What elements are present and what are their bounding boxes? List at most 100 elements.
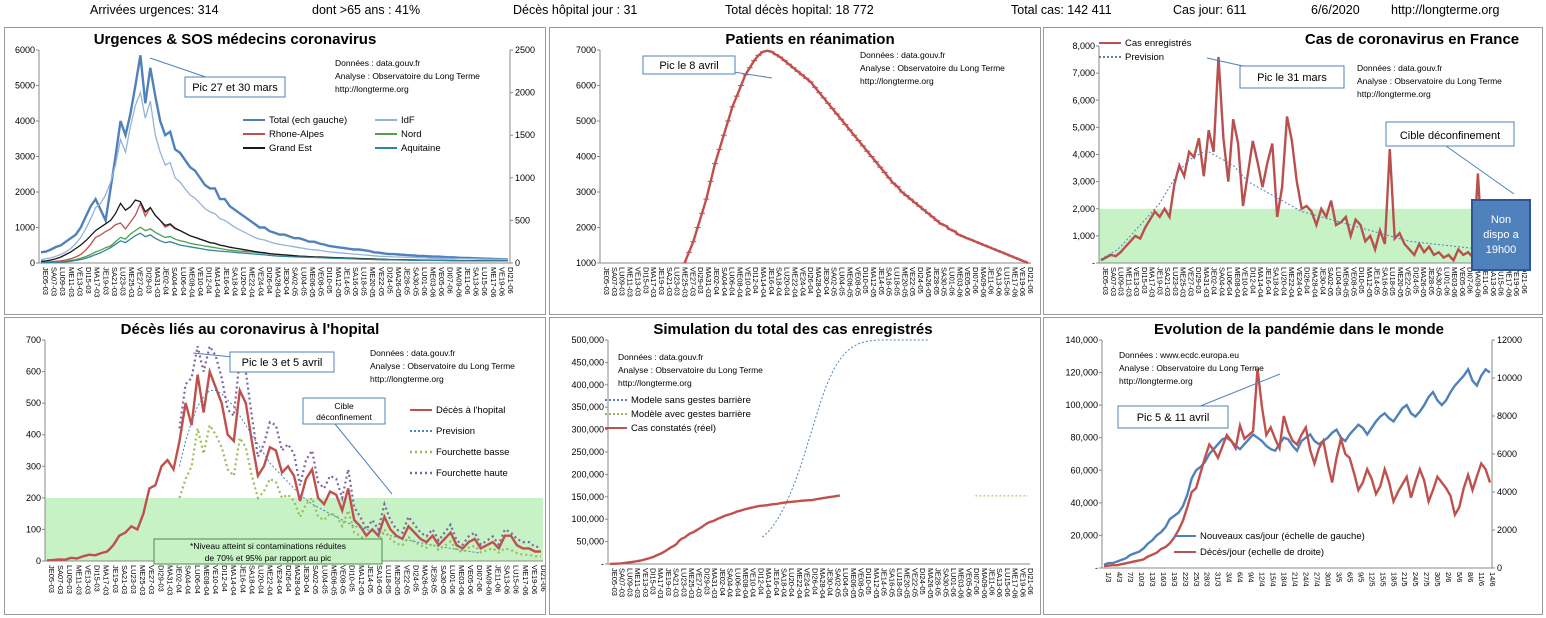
x-tick-label: SA13-06 xyxy=(1489,267,1498,296)
x-tick-label: VE05-06 xyxy=(466,565,475,594)
x-tick-label: MA09-06 xyxy=(979,267,988,297)
x-tick-label: SA16-05 xyxy=(885,267,894,296)
x-tick-label: 27/4 xyxy=(1312,572,1321,587)
x-tick-label: SA30-05 xyxy=(1435,267,1444,296)
legend-label: Total (ech gauche) xyxy=(269,115,347,126)
x-tick-label: VE24-04 xyxy=(798,267,807,296)
x-tick-label: JE16-04 xyxy=(767,267,776,295)
x-tick-label: JE14-05 xyxy=(880,568,889,596)
x-tick-label: DI07-06 xyxy=(1466,267,1475,294)
x-tick-label: ME20-05 xyxy=(903,568,912,598)
x-tick-label: VE10-04 xyxy=(211,565,220,594)
y2-tick-label: 12000 xyxy=(1497,335,1522,345)
series-line xyxy=(178,343,541,548)
callout-label: Pic le 8 avril xyxy=(659,60,718,72)
legend-label: Rhone-Alpes xyxy=(269,129,324,140)
x-tick-label: LU15-06 xyxy=(512,565,521,594)
x-tick-label: ME03-06 xyxy=(957,568,966,598)
x-tick-label: DI26-04 xyxy=(1303,267,1312,294)
legend-label: Cas enregistrés xyxy=(1125,38,1192,49)
target-label: déconfinement xyxy=(316,412,372,422)
y-tick-label: 5000 xyxy=(576,116,596,126)
x-tick-label: JE30-04 xyxy=(822,267,831,295)
x-tick-label: ME11-03 xyxy=(633,568,642,598)
x-tick-label: VE13-03 xyxy=(1132,267,1141,296)
x-tick-label: ME17-06 xyxy=(1011,568,1020,598)
x-tick-label: MA31-03 xyxy=(165,565,174,595)
x-tick-label: ME22-04 xyxy=(266,565,275,595)
x-tick-label: LU06-04 xyxy=(733,568,742,597)
x-tick-label: LU20-04 xyxy=(787,568,796,597)
x-tick-label: JE16-04 xyxy=(238,565,247,593)
callout-label: Pic le 3 et 5 avril xyxy=(242,357,323,369)
x-tick-label: ME08-04 xyxy=(202,565,211,595)
x-tick-label: 12/4 xyxy=(1258,572,1267,587)
x-tick-label: DI26-04 xyxy=(806,267,815,294)
x-tick-label: 4/3 xyxy=(1115,572,1124,582)
legend-label: Prevision xyxy=(436,426,475,437)
y-tick-label: 7,000 xyxy=(1072,68,1095,78)
x-tick-label: LU04-05 xyxy=(841,568,850,597)
x-tick-label: VE22-05 xyxy=(1404,267,1413,296)
x-tick-label: DI15-03 xyxy=(641,267,650,294)
x-tick-label: JE28-05 xyxy=(430,565,439,593)
x-tick-label: 2/6 xyxy=(1444,572,1453,582)
x-tick-label: VE22-05 xyxy=(377,267,386,296)
x-tick-label: MA12-05 xyxy=(1365,267,1374,297)
x-tick-label: DI24-05 xyxy=(918,568,927,595)
chart-title: Simulation du total des cas enregistrés xyxy=(653,321,932,338)
x-tick-label: 3/4 xyxy=(1225,572,1234,582)
x-tick-label: MA17-03 xyxy=(656,568,665,598)
x-tick-label: LU18-05 xyxy=(893,267,902,296)
callout-box xyxy=(1117,405,1229,429)
x-tick-label: ME22-04 xyxy=(1287,267,1296,297)
x-tick-label: VE05-06 xyxy=(437,267,446,296)
x-tick-label: DI07-06 xyxy=(446,267,455,294)
x-tick-label: DI26-04 xyxy=(265,267,274,294)
x-tick-label: JE11-06 xyxy=(987,267,996,294)
x-tick-label: VE10-04 xyxy=(1241,267,1250,296)
x-tick-label: VE10-04 xyxy=(749,568,758,597)
x-tick-label: SA30-05 xyxy=(411,267,420,296)
x-tick-label: SA04-04 xyxy=(726,568,735,597)
x-tick-label: JE30-04 xyxy=(1318,267,1327,295)
x-tick-label: JE28-05 xyxy=(932,267,941,295)
x-tick-label: ME17-06 xyxy=(1504,267,1513,297)
x-tick-label: 24/5 xyxy=(1411,572,1420,587)
x-tick-label: VE19-06 xyxy=(497,267,506,296)
series-line xyxy=(1103,368,1492,568)
x-tick-label: LU09-03 xyxy=(1117,267,1126,296)
x-tick-label: 11/6 xyxy=(1477,572,1486,586)
x-tick-label: SA02-05 xyxy=(1326,267,1335,296)
x-tick-label: DI10-05 xyxy=(861,267,870,294)
y-tick-label: 4,000 xyxy=(1072,150,1095,160)
y-tick-label: 80,000 xyxy=(1070,433,1098,443)
callout-label: Pic 5 & 11 avril xyxy=(1137,412,1210,424)
y-tick-label: 400 xyxy=(26,430,41,440)
x-tick-label: DI07-06 xyxy=(972,568,981,595)
x-tick-label: VE13-03 xyxy=(641,568,650,597)
panel-urgences: 0 1000 2000 3000 4000 5000 6000 0 500 1000 1500 200… xyxy=(4,27,546,315)
total-cas: Total cas: 142 411 xyxy=(1011,3,1112,17)
x-tick-label: LU01-06 xyxy=(420,267,429,296)
x-tick-label: LU06-04 xyxy=(179,267,188,296)
x-tick-label: 21/4 xyxy=(1291,572,1300,587)
x-tick-label: MA12-05 xyxy=(869,267,878,297)
x-tick-label: MA09-06 xyxy=(484,565,493,595)
x-tick-label: MA26-05 xyxy=(421,565,430,595)
source-line: http://longterme.org xyxy=(618,378,692,388)
x-tick-label: ME08-04 xyxy=(1233,267,1242,297)
header-bar: Arrivées urgences: 314 dont >65 ans : 41… xyxy=(0,0,1546,22)
x-tick-label: LU09-03 xyxy=(65,565,74,594)
x-tick-label: DI12-04 xyxy=(756,568,765,595)
chart-reanimation: 1000 2000 3000 4000 5000 6000 7000 JE05-03SA07-… xyxy=(576,31,1035,297)
series-line xyxy=(683,49,1029,265)
x-tick-label: DI10-05 xyxy=(325,267,334,294)
x-tick-label: 10/3 xyxy=(1137,572,1146,587)
x-tick-label: JE05-03 xyxy=(602,267,611,295)
x-tick-label: ME17-06 xyxy=(489,267,498,297)
x-tick-label: DI21-06 xyxy=(1520,267,1529,294)
y2-tick-label: 500 xyxy=(515,215,530,225)
callout-box xyxy=(184,76,286,98)
x-tick-label: ME11-03 xyxy=(626,267,635,297)
